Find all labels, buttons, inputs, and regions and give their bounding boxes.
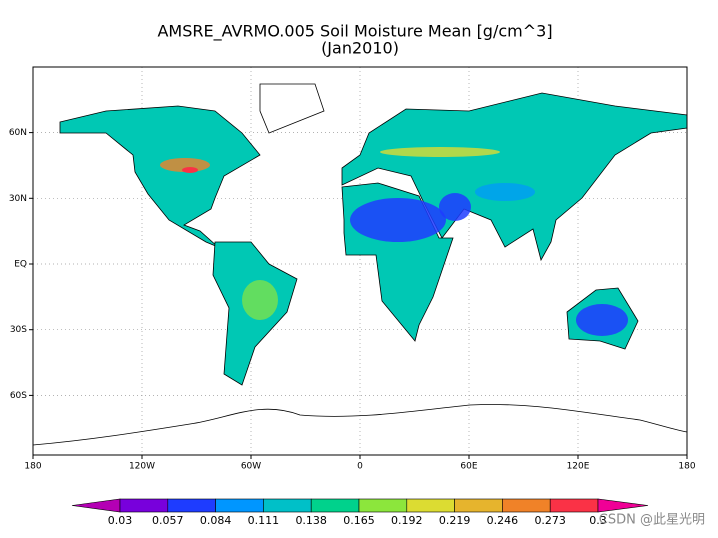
colorbar-label: 0.03 <box>108 514 133 527</box>
x-tick-label: 180 <box>678 462 695 472</box>
us-wet-band <box>160 158 210 172</box>
x-tick-label: 120E <box>567 462 590 472</box>
colorbar-box <box>310 498 360 513</box>
antarctica-coast <box>32 404 688 446</box>
colorbar-low-arrow <box>71 498 121 513</box>
colorbar-label: 0.246 <box>487 514 519 527</box>
title: AMSRE_AVRMO.005 Soil Moisture Mean [g/cm… <box>157 22 552 42</box>
australia-region <box>576 304 628 336</box>
colorbar-high-arrow <box>597 498 649 513</box>
brazil-region <box>242 280 278 320</box>
y-tick-label: 30S <box>10 325 27 335</box>
y-tick-label: 60S <box>10 391 27 401</box>
x-tick-label: 120W <box>129 462 155 472</box>
map: 180 120W 60W 0 60E 120E 180 60N 30N EQ 30S 60S <box>9 66 696 472</box>
greenland <box>259 83 325 134</box>
x-tick-label: 180 <box>24 462 41 472</box>
watermark: CSDN @此星光明 <box>599 513 705 528</box>
russia-wet-band <box>380 147 500 157</box>
colorbar-box <box>358 498 408 513</box>
y-tick-label: EQ <box>14 260 27 270</box>
colorbar-label: 0.3 <box>589 514 607 527</box>
colorbar-label: 0.165 <box>343 514 375 527</box>
colorbar-box <box>215 498 264 513</box>
x-tick-label: 0 <box>357 462 363 472</box>
arabia-region <box>439 193 471 221</box>
colorbar-label: 0.057 <box>152 514 184 527</box>
us-wet-core <box>182 167 198 173</box>
sahara-region <box>350 198 446 242</box>
colorbar-label: 0.138 <box>295 514 327 527</box>
colorbar: 0.03 0.057 0.084 0.111 0.138 0.165 0.192 0.219 0… <box>71 498 649 527</box>
colorbar-label: 0.192 <box>391 514 423 527</box>
central-asia-region <box>475 183 535 201</box>
colorbar-box <box>167 498 216 513</box>
colorbar-label: 0.273 <box>534 514 566 527</box>
colorbar-box <box>454 498 503 513</box>
subtitle: (Jan2010) <box>321 39 399 58</box>
colorbar-box <box>119 498 169 513</box>
y-tick-label: 60N <box>9 128 27 138</box>
colorbar-label: 0.219 <box>439 514 471 527</box>
colorbar-box <box>406 498 455 513</box>
colorbar-box <box>549 498 599 513</box>
y-tick-label: 30N <box>9 194 27 204</box>
x-tick-label: 60E <box>460 462 477 472</box>
colorbar-box <box>502 498 551 513</box>
colorbar-label: 0.084 <box>200 514 232 527</box>
x-tick-label: 60W <box>241 462 261 472</box>
north-america <box>59 105 261 248</box>
colorbar-box <box>263 498 312 513</box>
colorbar-label: 0.111 <box>248 514 280 527</box>
